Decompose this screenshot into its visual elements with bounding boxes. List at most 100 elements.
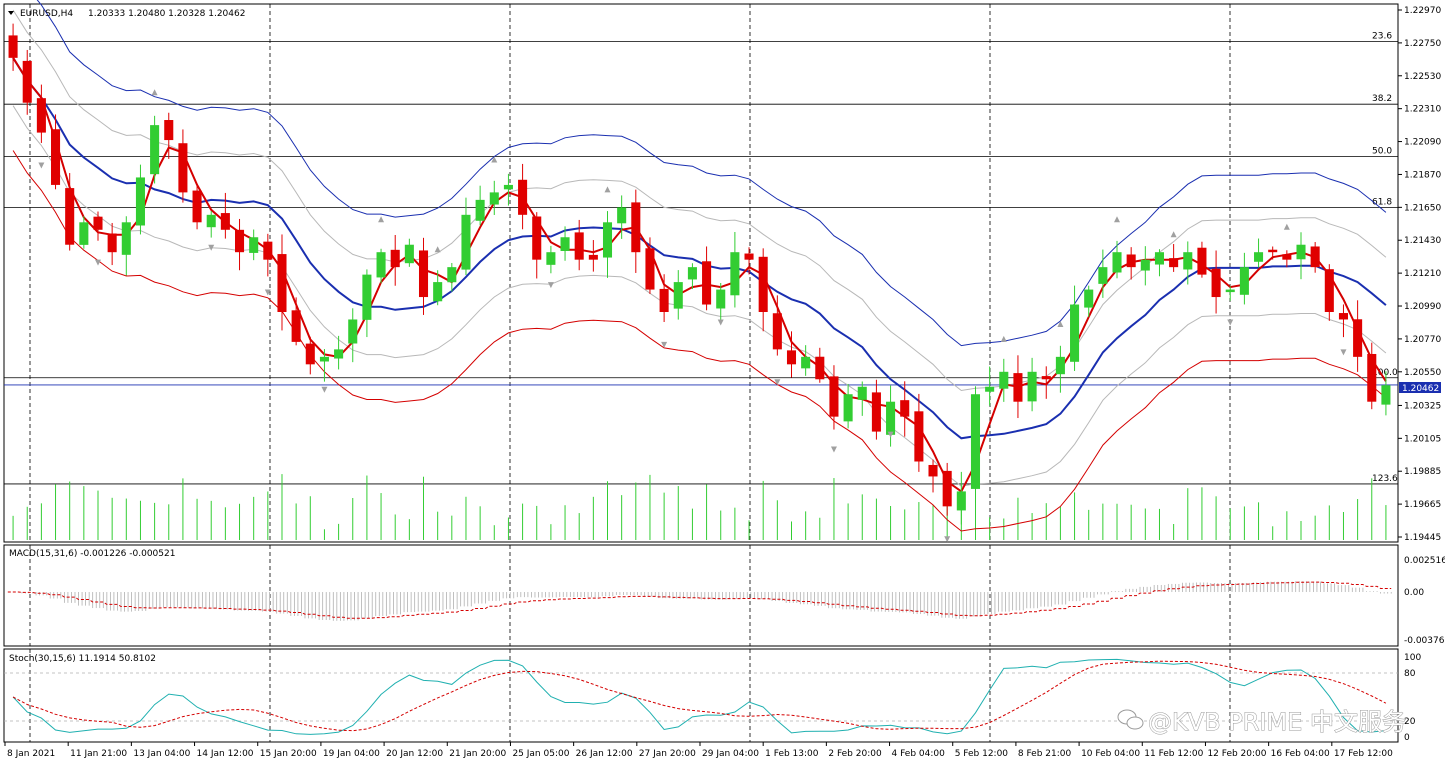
candle-body[interactable]	[1296, 244, 1306, 260]
candle-body[interactable]	[886, 401, 896, 435]
candle-body[interactable]	[673, 282, 683, 309]
candle-body[interactable]	[1070, 304, 1080, 362]
candle-body[interactable]	[36, 98, 46, 133]
candle-body[interactable]	[1282, 254, 1292, 260]
candle-body[interactable]	[1055, 356, 1065, 375]
candle-body[interactable]	[1225, 289, 1235, 293]
candle-body[interactable]	[164, 120, 174, 141]
candle-body[interactable]	[1183, 252, 1193, 270]
candle-body[interactable]	[319, 356, 329, 362]
candle-body[interactable]	[1013, 373, 1023, 402]
candle-body[interactable]	[263, 241, 273, 260]
candle-body[interactable]	[1367, 353, 1377, 402]
candle-body[interactable]	[376, 252, 386, 278]
candle-body[interactable]	[192, 190, 202, 223]
candle-body[interactable]	[305, 343, 315, 365]
candle-body[interactable]	[447, 267, 457, 283]
candle-body[interactable]	[234, 229, 245, 253]
candle-body[interactable]	[716, 289, 726, 309]
candle-body[interactable]	[857, 386, 867, 400]
candle-body[interactable]	[277, 254, 287, 312]
candle-body[interactable]	[588, 254, 598, 260]
candle-body[interactable]	[758, 256, 768, 312]
candle-body[interactable]	[518, 179, 528, 215]
candle-body[interactable]	[1211, 268, 1221, 298]
candle-body[interactable]	[348, 319, 358, 344]
candle-body[interactable]	[404, 244, 414, 264]
candle-body[interactable]	[1027, 371, 1037, 402]
candle-body[interactable]	[928, 464, 938, 477]
candle-body[interactable]	[560, 237, 570, 251]
candle-body[interactable]	[206, 214, 216, 228]
candle-body[interactable]	[65, 188, 75, 245]
candle-body[interactable]	[107, 233, 117, 253]
candle-body[interactable]	[702, 261, 712, 305]
candle-body[interactable]	[1310, 246, 1320, 268]
candle-body[interactable]	[8, 35, 18, 58]
candle-body[interactable]	[1197, 247, 1207, 275]
candle-body[interactable]	[93, 216, 103, 230]
candle-body[interactable]	[744, 253, 754, 260]
candle-body[interactable]	[574, 232, 584, 260]
candle-body[interactable]	[461, 214, 471, 270]
candle-body[interactable]	[871, 392, 881, 432]
dropdown-triangle-icon[interactable]	[8, 11, 14, 15]
candle-body[interactable]	[135, 177, 145, 226]
candle-body[interactable]	[362, 274, 372, 320]
candle-body[interactable]	[546, 252, 556, 265]
candle-body[interactable]	[503, 184, 513, 190]
candle-body[interactable]	[1112, 252, 1122, 273]
candle-body[interactable]	[985, 386, 995, 392]
candle-body[interactable]	[617, 207, 627, 224]
candle-body[interactable]	[150, 125, 160, 175]
candle-body[interactable]	[433, 282, 443, 302]
candle-body[interactable]	[631, 202, 641, 253]
candle-body[interactable]	[1126, 254, 1136, 268]
candle-body[interactable]	[178, 143, 188, 193]
candle-body[interactable]	[659, 288, 669, 312]
candlestick-series[interactable]	[8, 23, 1391, 525]
candle-body[interactable]	[687, 267, 697, 280]
candle-body[interactable]	[970, 394, 981, 489]
candle-body[interactable]	[815, 356, 825, 380]
candle-body[interactable]	[249, 237, 259, 253]
candle-body[interactable]	[532, 216, 542, 260]
candle-body[interactable]	[1084, 289, 1094, 308]
candle-body[interactable]	[956, 491, 966, 511]
candle-body[interactable]	[1098, 267, 1108, 284]
candle-body[interactable]	[418, 250, 429, 298]
candle-body[interactable]	[914, 411, 924, 462]
candle-body[interactable]	[801, 356, 811, 369]
candle-body[interactable]	[79, 222, 89, 245]
candle-body[interactable]	[730, 252, 740, 296]
candle-body[interactable]	[1169, 258, 1179, 268]
candle-body[interactable]	[645, 248, 655, 290]
candle-body[interactable]	[334, 349, 344, 359]
candle-body[interactable]	[1254, 252, 1264, 262]
candle-body[interactable]	[1268, 249, 1278, 253]
candle-body[interactable]	[390, 249, 400, 268]
candle-body[interactable]	[1154, 252, 1165, 265]
candle-body[interactable]	[475, 199, 485, 221]
candle-body[interactable]	[1381, 385, 1391, 405]
candle-body[interactable]	[942, 470, 952, 507]
candle-body[interactable]	[786, 350, 797, 365]
candle-body[interactable]	[1239, 267, 1249, 295]
candle-body[interactable]	[220, 213, 230, 230]
candle-body[interactable]	[1353, 319, 1363, 357]
candle-body[interactable]	[900, 400, 910, 417]
candle-body[interactable]	[51, 129, 61, 185]
candle-body[interactable]	[489, 192, 499, 205]
candle-body[interactable]	[772, 313, 782, 350]
candle-body[interactable]	[1140, 259, 1150, 271]
candle-body[interactable]	[1338, 313, 1348, 320]
candle-body[interactable]	[602, 222, 613, 258]
candle-body[interactable]	[1041, 376, 1051, 380]
candle-body[interactable]	[829, 376, 839, 417]
candle-body[interactable]	[121, 222, 131, 255]
candle-body[interactable]	[22, 60, 32, 103]
candle-body[interactable]	[999, 371, 1009, 389]
candle-body[interactable]	[291, 310, 301, 342]
